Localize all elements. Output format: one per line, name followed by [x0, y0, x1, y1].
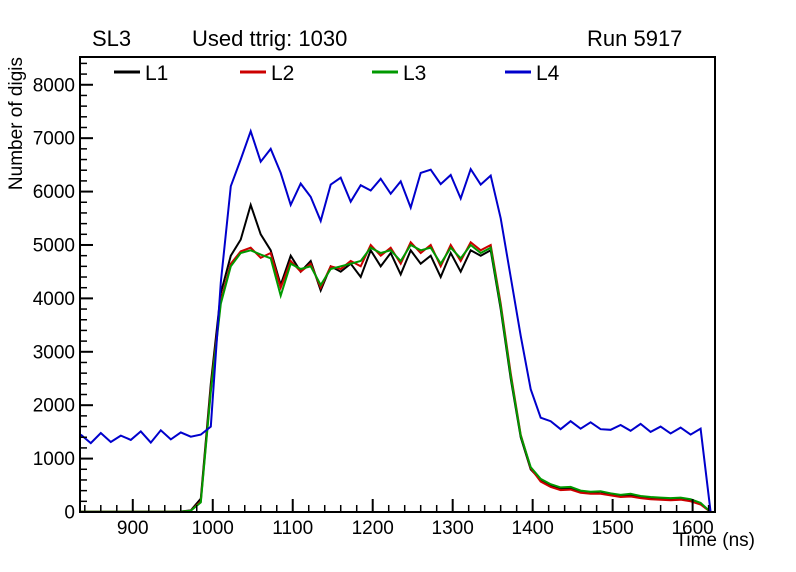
legend-label: L3	[403, 62, 426, 85]
legend-label: L2	[271, 62, 294, 85]
y-tick-label: 3000	[33, 342, 75, 363]
curves-group	[80, 128, 712, 512]
plot-frame	[79, 56, 716, 513]
series-L1	[80, 201, 712, 512]
legend-entry-L2: L2	[240, 62, 294, 85]
axis-ticks	[80, 62, 710, 513]
series-L3	[80, 243, 712, 512]
y-tick-label: 5000	[33, 235, 75, 256]
x-tick-label: 1100	[272, 518, 313, 539]
y-tick-label: 1000	[33, 449, 75, 470]
legend-entry-L3: L3	[372, 62, 426, 85]
y-tick-label: 7000	[33, 129, 75, 150]
legend-label: L4	[536, 62, 560, 85]
series-L2	[80, 240, 712, 512]
x-tick-label: 1300	[432, 518, 474, 539]
superlayer-label: SL3	[92, 26, 132, 51]
axis-tick-labels: 900 1000 1100 1200 1300 1400 1500 1600 0 1000 2000…	[33, 75, 714, 539]
run-number-label: Run 5917	[587, 26, 683, 51]
x-tick-label: 1400	[512, 518, 554, 539]
x-axis-title: Time (ns)	[675, 530, 755, 551]
y-tick-label: 2000	[33, 396, 75, 417]
x-tick-label: 1600	[671, 518, 713, 539]
y-tick-label: 6000	[33, 182, 75, 203]
series-L4	[80, 128, 712, 512]
x-tick-label: 1000	[192, 518, 234, 539]
x-tick-label: 1200	[352, 518, 394, 539]
x-tick-label: 900	[117, 518, 149, 539]
legend-entry-L1: L1	[114, 62, 168, 85]
ttrig-title: Used ttrig: 1030	[192, 26, 348, 51]
y-tick-label: 0	[64, 503, 75, 524]
y-tick-label: 8000	[33, 75, 75, 96]
legend: L1 L2 L3 L4	[114, 62, 560, 85]
y-axis-title: Number of digis	[6, 57, 27, 190]
y-tick-label: 4000	[33, 289, 75, 310]
x-tick-label: 1500	[591, 518, 633, 539]
legend-label: L1	[145, 62, 168, 85]
legend-entry-L4: L4	[505, 62, 560, 85]
